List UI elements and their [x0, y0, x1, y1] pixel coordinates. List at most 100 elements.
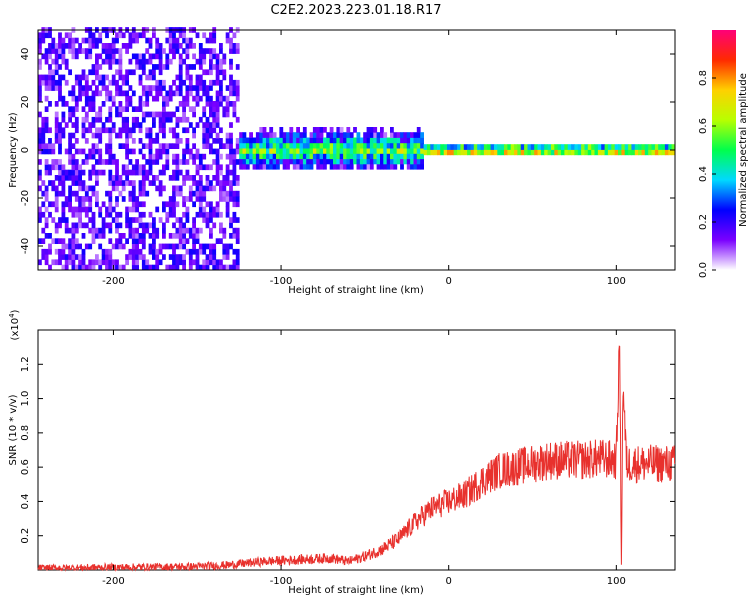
spectrogram-cell: [152, 153, 156, 160]
spectrogram-cell: [209, 111, 213, 118]
spectrogram-cell: [182, 227, 186, 234]
spectrogram-cell: [135, 37, 139, 44]
spectrogram-cell: [286, 137, 290, 144]
spectrogram-cell: [108, 106, 113, 112]
spectrogram-cell: [78, 201, 82, 208]
spectrogram-cell: [212, 222, 217, 229]
spectrogram-cell: [58, 85, 62, 91]
spectrogram-cell: [162, 233, 166, 239]
spectrogram-cell: [95, 254, 99, 260]
spectrogram-cell: [148, 243, 153, 250]
spectrogram-cell: [269, 137, 274, 144]
spectrogram-cell: [108, 64, 113, 70]
spectrogram-cell: [131, 122, 136, 128]
spectrogram-cell: [128, 32, 133, 39]
spectrogram-cell: [269, 148, 274, 154]
spectrogram-cell: [202, 58, 207, 65]
spectrogram-cell: [178, 227, 183, 234]
spectrogram-cell: [61, 132, 66, 139]
spectrogram-cell: [64, 122, 69, 128]
spectrogram-cell: [165, 211, 170, 218]
spectrogram-cell: [155, 175, 160, 181]
spectrogram-cell: [420, 132, 424, 138]
spectrogram-cell: [68, 190, 72, 197]
spectrogram-cell: [437, 149, 441, 156]
spectrogram-cell: [175, 175, 180, 181]
spectrogram-cell: [195, 196, 200, 202]
spectrogram-cell: [58, 175, 62, 181]
spectrogram-cell: [71, 159, 76, 165]
spectrogram-cell: [369, 148, 374, 154]
spectrogram-cell: [319, 132, 324, 138]
y-tick-label: -40: [20, 238, 31, 254]
spectrogram-cell: [108, 127, 113, 134]
x-tick-label: -100: [270, 276, 293, 287]
spectrogram-cell: [88, 227, 93, 234]
spectrogram-cell: [61, 169, 66, 176]
spectrogram-cell: [393, 153, 398, 160]
spectrogram-cell: [51, 159, 56, 165]
spectrogram-cell: [95, 69, 99, 76]
spectrogram-cell: [222, 111, 227, 118]
spectrogram-cell: [276, 142, 280, 149]
spectrogram-cell: [51, 69, 56, 76]
spectrogram-cell: [128, 101, 133, 107]
spectrogram-cell: [68, 196, 72, 202]
spectrogram-cell: [68, 185, 72, 192]
spectrogram-cell: [138, 222, 143, 229]
spectrogram-cell: [500, 149, 505, 156]
spectrogram-cell: [668, 144, 673, 150]
spectrogram-cell: [95, 233, 99, 239]
spectrogram-cell: [406, 142, 411, 149]
spectrogram-cell: [229, 122, 233, 128]
spectrogram-cell: [88, 122, 93, 128]
spectrogram-cell: [111, 79, 116, 86]
spectrogram-cell: [185, 90, 190, 97]
spectrogram-cell: [131, 254, 136, 260]
spectrogram-cell: [185, 175, 190, 181]
spectrogram-cell: [145, 90, 150, 97]
spectrogram-cell: [597, 144, 602, 150]
spectrogram-cell: [460, 144, 465, 150]
spectrogram-cell: [380, 142, 384, 149]
spectrogram-cell: [95, 143, 99, 149]
spectrogram-cell: [138, 79, 143, 86]
spectrogram-cell: [91, 32, 96, 39]
spectrogram-cell: [202, 90, 207, 97]
spectrogram-cell: [423, 149, 428, 156]
spectrogram-cell: [172, 190, 176, 197]
spectrogram-cell: [386, 158, 391, 165]
spectrogram-cell: [48, 74, 52, 81]
spectrogram-cell: [58, 159, 62, 165]
spectrogram-cell: [634, 144, 639, 150]
spectrogram-cell: [168, 111, 173, 118]
spectrogram-cell: [618, 149, 622, 156]
spectrogram-cell: [118, 233, 123, 239]
spectrogram-cell: [111, 43, 116, 49]
spectrogram-cell: [95, 169, 99, 176]
spectrogram-cell: [135, 254, 139, 260]
spectrogram-cell: [359, 163, 364, 170]
spectrogram-cell: [64, 58, 69, 65]
spectrogram-cell: [232, 211, 237, 218]
spectrogram-cell: [58, 148, 62, 155]
spectrogram-cell: [178, 217, 183, 223]
spectrogram-cell: [286, 163, 290, 170]
spectrogram-cell: [148, 159, 153, 165]
spectrogram-cell: [68, 138, 72, 144]
spectrogram-cell: [158, 85, 163, 91]
spectrogram-cell: [152, 254, 156, 260]
spectrogram-cell: [269, 127, 274, 133]
spectrogram-cell: [111, 53, 116, 60]
spectrogram-cell: [158, 127, 163, 134]
spectrogram-cell: [91, 233, 96, 239]
spectrogram-cell: [71, 238, 76, 244]
y-tick-label: -20: [20, 190, 31, 206]
spectrogram-cell: [185, 248, 190, 255]
spectrogram-cell: [135, 169, 139, 176]
spectrogram-cell: [118, 132, 123, 139]
spectrogram-cell: [68, 259, 72, 266]
spectrogram-cell: [91, 153, 96, 160]
spectrogram-cell: [44, 217, 49, 223]
